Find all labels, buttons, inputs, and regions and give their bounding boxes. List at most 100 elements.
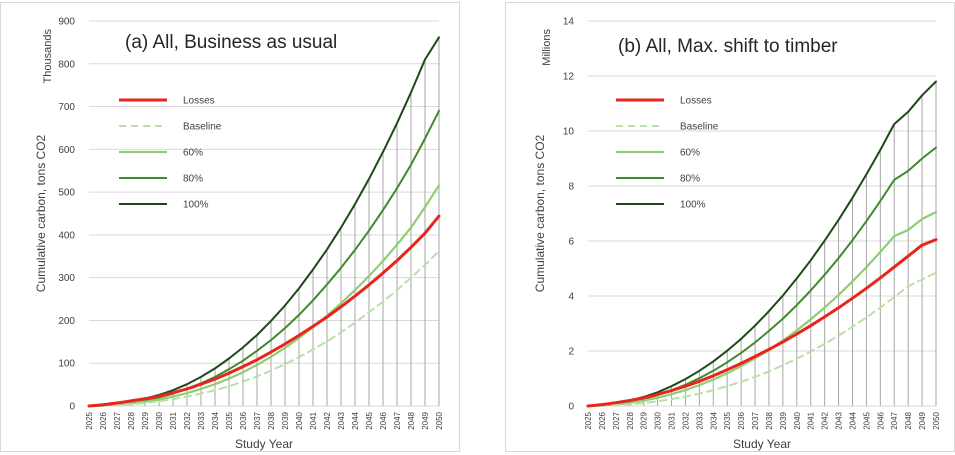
y-tick-label: 600 [58,145,75,156]
series-line-losses [586,238,938,408]
x-tick-label: 2042 [323,411,332,429]
y-axis-title: Cumulative carbon, tons CO2 [533,134,547,292]
chart-panel-b: 0 2 4 6 8 10 12 14 Millions Cumulative carbon, to… [505,2,955,452]
x-tick-label: 2030 [654,411,663,429]
x-tick-label: 2034 [211,411,220,429]
legend-label: Losses [183,96,215,107]
x-tick-label: 2028 [127,411,136,429]
legend-label: Baseline [680,122,719,133]
x-tick-label: 2035 [723,411,732,429]
chart-title: (b) All, Max. shift to timber [618,36,838,57]
x-axis-title: Study Year [733,437,791,451]
x-tick-label: 2026 [99,411,108,429]
y-tick-label: 200 [58,316,75,327]
y-tick-label: 14 [563,17,575,28]
x-tick-label: 2050 [435,411,444,429]
y-tick-label: 700 [58,102,75,113]
x-tick-label: 2027 [113,411,122,429]
y-tick-label: 500 [58,188,75,199]
x-tick-label: 2035 [225,411,234,429]
x-axis-title: Study Year [235,437,293,451]
x-tick-label: 2039 [779,411,788,429]
x-tick-label: 2032 [183,411,192,429]
x-tick-label: 2026 [598,411,607,429]
x-tick-label: 2038 [267,411,276,429]
units-label: Thousands [42,29,54,84]
x-tick-label: 2039 [281,411,290,429]
x-tick-label: 2036 [239,411,248,429]
legend-label: Baseline [183,122,222,133]
y-tick-label: 6 [568,237,574,248]
x-tick-label: 2048 [407,411,416,429]
y-tick-label: 0 [568,402,574,413]
y-tick-label: 900 [58,17,75,28]
series-line-baseline [88,250,440,407]
x-tick-label: 2048 [904,411,913,429]
x-tick-label: 2040 [793,411,802,429]
x-tick-label: 2027 [612,411,621,429]
x-tick-label: 2025 [85,411,94,429]
series-line-60pct [87,184,441,408]
chart-title: (a) All, Business as usual [125,32,337,53]
x-tick-label: 2038 [765,411,774,429]
x-tick-label: 2036 [737,411,746,429]
y-tick-label: 2 [568,347,574,358]
x-tick-label: 2041 [309,411,318,429]
chart-a: 0 100 200 300 400 500 600 700 800 900 Thousands Cum… [34,17,444,452]
y-tick-label: 4 [568,292,574,303]
x-tick-label: 2030 [155,411,164,429]
x-tick-label: 2049 [421,411,430,429]
x-tick-label: 2046 [876,411,885,429]
series-line-losses [87,214,441,408]
y-axis-title: Cumulative carbon, tons CO2 [34,134,48,292]
x-tick-label: 2046 [379,411,388,429]
x-tick-label: 2047 [890,411,899,429]
x-tick-label: 2043 [835,411,844,429]
y-tick-label: 800 [58,59,75,70]
x-tick-label: 2047 [393,411,402,429]
legend-label: 100% [680,200,706,211]
x-tick-label: 2025 [584,411,593,429]
x-tick-label: 2031 [668,411,677,429]
x-tick-label: 2044 [848,411,857,429]
legend-label: 100% [183,200,209,211]
x-tick-label: 2041 [807,411,816,429]
x-tick-label: 2028 [626,411,635,429]
y-tick-label: 400 [58,230,75,241]
series-line-100pct [88,36,440,407]
x-tick-label: 2033 [197,411,206,429]
x-tick-label: 2040 [295,411,304,429]
chart-b: 0 2 4 6 8 10 12 14 Millions Cumulative carbon, to… [533,17,941,452]
x-tick-label: 2050 [932,411,941,429]
x-tick-label: 2029 [640,411,649,429]
y-tick-label: 10 [563,127,575,138]
legend-label: Losses [680,96,712,107]
x-tick-label: 2045 [365,411,374,429]
x-tick-label: 2037 [253,411,262,429]
y-tick-label: 0 [69,402,75,413]
series-line-baseline [587,271,937,407]
legend-label: 60% [183,148,203,159]
chart-panel-a: 0 100 200 300 400 500 600 700 800 900 Thousands Cum… [0,2,460,452]
x-tick-label: 2033 [695,411,704,429]
x-tick-label: 2042 [821,411,830,429]
units-label: Millions [541,29,553,66]
x-tick-label: 2049 [918,411,927,429]
x-tick-label: 2043 [337,411,346,429]
legend-label: 80% [680,174,700,185]
legend-label: 80% [183,174,203,185]
x-tick-label: 2034 [709,411,718,429]
x-tick-label: 2037 [751,411,760,429]
y-tick-label: 300 [58,273,75,284]
x-tick-label: 2045 [862,411,871,429]
y-tick-label: 12 [563,72,575,83]
series-line-100pct [587,80,937,407]
x-tick-label: 2032 [681,411,690,429]
y-tick-label: 100 [58,359,75,370]
x-tick-label: 2029 [141,411,150,429]
series-line-80pct [88,109,440,407]
legend-label: 60% [680,148,700,159]
x-tick-label: 2044 [351,411,360,429]
x-tick-label: 2031 [169,411,178,429]
y-tick-label: 8 [568,182,574,193]
